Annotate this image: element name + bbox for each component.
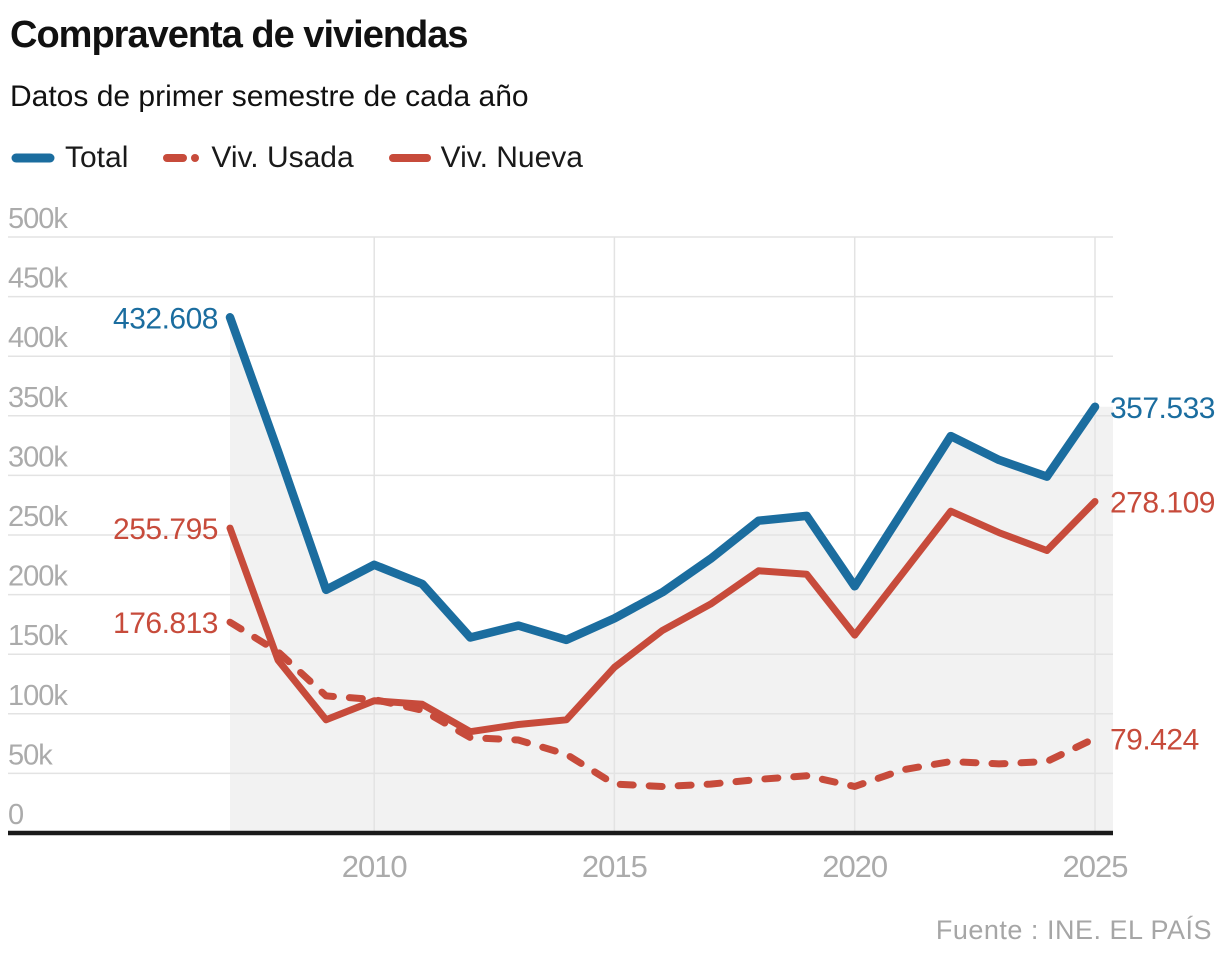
- page-title: Compraventa de viviendas: [10, 14, 469, 56]
- y-tick-label: 200k: [8, 561, 68, 593]
- x-tick-label: 2020: [822, 849, 888, 884]
- x-tick-label: 2015: [582, 849, 647, 884]
- chart-legend: Total Viv. Usada Viv. Nueva: [10, 141, 583, 175]
- chart-subtitle: Datos de primer semestre de cada año: [10, 80, 529, 113]
- legend-swatch-nueva-solid-line-icon: [388, 154, 431, 162]
- annotation-label-usada-2007: 176.813: [113, 607, 218, 640]
- series-line-usada: [226, 618, 1099, 790]
- source-credit: Fuente : INE. EL PAÍS: [935, 915, 1212, 945]
- legend-label-viv-usada: Viv. Usada: [211, 141, 354, 174]
- y-tick-label: 400k: [8, 322, 68, 354]
- annotation-label-usada-2025: 79.424: [1110, 723, 1199, 756]
- annotation-label-total-2007: 432.608: [113, 302, 218, 335]
- legend-label-viv-nueva: Viv. Nueva: [440, 141, 583, 174]
- y-tick-label: 150k: [8, 620, 68, 652]
- x-tick-label: 2010: [342, 849, 408, 884]
- annotation-label-nueva-2007: 255.795: [113, 513, 218, 546]
- y-tick-label: 250k: [8, 501, 68, 533]
- series-line-total: [225, 313, 1100, 645]
- y-tick-label: 350k: [8, 382, 68, 414]
- legend-swatch-total-solid-line-icon: [11, 153, 55, 163]
- total-area-fill: [230, 317, 1113, 833]
- y-tick-label: 450k: [8, 263, 68, 295]
- y-tick-label: 0: [8, 799, 23, 831]
- y-tick-label: 100k: [8, 680, 68, 712]
- x-tick-label: 2025: [1063, 849, 1128, 884]
- legend-label-total: Total: [65, 141, 129, 174]
- legend-item-total: Total: [10, 141, 128, 175]
- y-tick-label: 500k: [8, 203, 68, 235]
- y-tick-label: 300k: [8, 441, 68, 473]
- legend-swatch-usada-dashed-line-icon: [163, 154, 200, 162]
- annotation-label-nueva-2025: 278.109: [1110, 487, 1215, 520]
- legend-item-viv-nueva: Viv. Nueva: [388, 141, 583, 175]
- legend-item-viv-usada: Viv. Usada: [162, 141, 354, 175]
- annotation-label-total-2025: 357.533: [1110, 392, 1215, 425]
- y-tick-label: 50k: [8, 739, 53, 771]
- series-line-nueva: [226, 498, 1099, 736]
